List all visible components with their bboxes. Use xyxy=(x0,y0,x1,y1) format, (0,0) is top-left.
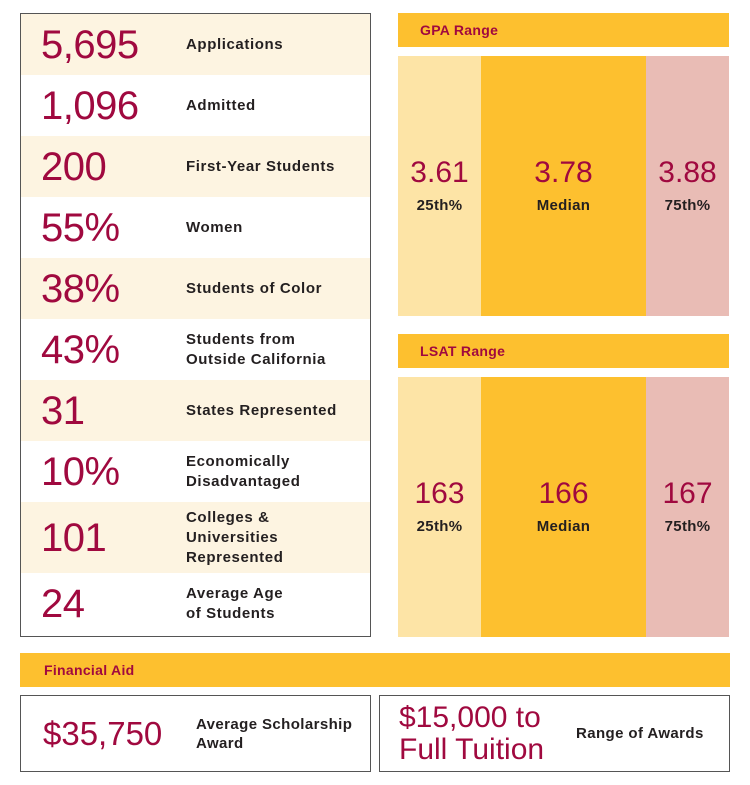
lsat-range-grid: 163 25th% 166 Median 167 75th% xyxy=(398,377,729,637)
scholarship-value: $35,750 xyxy=(43,715,163,752)
stat-row-states: 31 States Represented xyxy=(21,380,370,441)
stat-value: 200 xyxy=(41,144,107,189)
lsat-25th-column: 163 25th% xyxy=(398,377,481,637)
lsat-median-label: Median xyxy=(536,518,591,535)
lsat-75th-value: 167 xyxy=(662,477,713,510)
stat-row-colleges: 101 Colleges & Universities Represented xyxy=(21,502,370,573)
stat-label: Colleges & Universities Represented xyxy=(186,508,284,566)
stat-row-applications: 5,695 Applications xyxy=(21,14,370,75)
stat-value: 55% xyxy=(41,205,120,250)
gpa-range-grid: 3.61 25th% 3.78 Median 3.88 75th% xyxy=(398,56,729,316)
stat-value: 10% xyxy=(41,449,120,494)
stat-label: Applications xyxy=(186,35,284,53)
lsat-median-column: 166 Median xyxy=(481,377,646,637)
stat-label: Women xyxy=(186,218,243,236)
stat-row-admitted: 1,096 Admitted xyxy=(21,75,370,136)
stat-value: 1,096 xyxy=(41,83,139,128)
lsat-25th-label: 25th% xyxy=(416,518,463,535)
gpa-75th-column: 3.88 75th% xyxy=(646,56,729,316)
stat-row-women: 55% Women xyxy=(21,197,370,258)
stat-row-average-age: 24 Average Age of Students xyxy=(21,573,370,634)
stat-value: 24 xyxy=(41,581,85,626)
lsat-75th-label: 75th% xyxy=(664,518,711,535)
stat-row-economically-disadvantaged: 10% Economically Disadvantaged xyxy=(21,441,370,502)
stat-value: 31 xyxy=(41,388,85,433)
stat-row-students-of-color: 38% Students of Color xyxy=(21,258,370,319)
stat-label: Economically Disadvantaged xyxy=(186,452,301,490)
stat-label: Admitted xyxy=(186,96,256,114)
admissions-stats-panel: 5,695 Applications 1,096 Admitted 200 Fi… xyxy=(20,13,371,637)
stat-row-outside-california: 43% Students from Outside California xyxy=(21,319,370,380)
gpa-median-label: Median xyxy=(536,197,591,214)
gpa-median-column: 3.78 Median xyxy=(481,56,646,316)
gpa-75th-label: 75th% xyxy=(664,197,711,214)
stat-label: Students from Outside California xyxy=(186,330,326,368)
lsat-range-header: LSAT Range xyxy=(398,334,729,368)
stat-value: 5,695 xyxy=(41,22,139,67)
stat-label: Students of Color xyxy=(186,279,323,297)
lsat-25th-value: 163 xyxy=(414,477,465,510)
award-range-box: $15,000 to Full Tuition Range of Awards xyxy=(379,695,730,772)
gpa-median-value: 3.78 xyxy=(534,156,593,189)
stat-value: 43% xyxy=(41,327,120,372)
stat-value: 38% xyxy=(41,266,120,311)
stat-label: States Represented xyxy=(186,401,337,419)
gpa-25th-label: 25th% xyxy=(416,197,463,214)
lsat-median-value: 166 xyxy=(538,477,589,510)
award-range-label: Range of Awards xyxy=(576,725,704,742)
gpa-25th-column: 3.61 25th% xyxy=(398,56,481,316)
gpa-range-header: GPA Range xyxy=(398,13,729,47)
scholarship-label: Average Scholarship Award xyxy=(196,715,353,752)
gpa-75th-value: 3.88 xyxy=(658,156,717,189)
stat-row-first-year: 200 First-Year Students xyxy=(21,136,370,197)
stat-label: Average Age of Students xyxy=(186,584,284,622)
award-range-value: $15,000 to Full Tuition xyxy=(399,700,545,766)
scholarship-box: $35,750 Average Scholarship Award xyxy=(20,695,371,772)
financial-aid-header: Financial Aid xyxy=(20,653,730,687)
stat-label: First-Year Students xyxy=(186,157,335,175)
stat-value: 101 xyxy=(41,515,107,560)
lsat-75th-column: 167 75th% xyxy=(646,377,729,637)
gpa-25th-value: 3.61 xyxy=(410,156,469,189)
